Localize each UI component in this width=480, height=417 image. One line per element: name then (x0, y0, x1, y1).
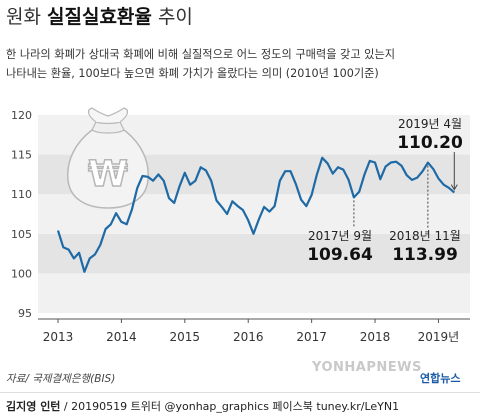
x-tick-label: 2015 (170, 330, 201, 344)
annotation-label: 2019년 4월 (398, 117, 462, 131)
subtitle: 한 나라의 화폐가 상대국 화폐에 비해 실질적으로 어느 정도의 구매력을 갖… (6, 45, 474, 83)
x-tick-label: 2013 (43, 330, 74, 344)
y-tick-label: 100 (11, 267, 32, 280)
annotation-value: 113.99 (392, 245, 458, 265)
source-note: 자료/ 국제결제은행(BIS) (6, 373, 116, 385)
grid-band (38, 233, 470, 274)
series-line (56, 156, 456, 273)
x-tick-label: 2018 (360, 330, 391, 344)
subtitle-line-1: 한 나라의 화폐가 상대국 화폐에 비해 실질적으로 어느 정도의 구매력을 갖… (6, 48, 396, 61)
y-tick-label: 120 (11, 109, 32, 122)
y-tick-label: 95 (18, 307, 32, 320)
title-strong: 실질실효환율 (47, 6, 152, 28)
annotation-value: 109.64 (307, 245, 373, 265)
x-tick-label: 2019년 (418, 330, 460, 344)
footer: 김지영 인턴 / 20190519 트위터 @yonhap_graphics 페… (0, 392, 480, 417)
annotation-label: 2017년 9월 (308, 229, 372, 243)
annotations: 2017년 9월 109.64 2018년 11월 113.99 2019년 4월 110… (307, 117, 463, 265)
annotation-arrow (450, 184, 458, 191)
credit-meta: / 20190519 트위터 @yonhap_graphics 페이스북 tun… (60, 400, 400, 413)
x-axis: 2013 2014 2015 2016 2017 2018 2019년 (38, 318, 470, 344)
y-tick-label: 115 (11, 149, 32, 162)
yonhap-watermark: YONHAPNEWS (312, 360, 422, 375)
title-normal: 원화 (6, 6, 41, 28)
annotation-value: 110.20 (397, 133, 463, 153)
y-tick-label: 110 (11, 188, 32, 201)
yonhap-logo: 연합뉴스 (420, 372, 461, 385)
subtitle-line-2: 나타내는 환율, 100보다 높으면 화폐 가치가 올랐다는 의미 (2010년… (6, 67, 379, 80)
grid-band (38, 273, 470, 313)
money-bag-won-icon: ₩ (67, 107, 149, 209)
x-tick-label: 2016 (233, 330, 264, 344)
author: 김지영 인턴 (6, 400, 61, 413)
y-tick-label: 105 (11, 228, 32, 241)
x-tick-label: 2014 (106, 330, 137, 344)
annotation-label: 2018년 11월 (389, 229, 461, 243)
page-title: 원화 실질실효환율 추이 (6, 2, 193, 29)
x-tick-label: 2017 (296, 330, 327, 344)
title-suffix: 추이 (157, 6, 193, 28)
y-axis: 95 100 105 110 115 120 (11, 109, 32, 320)
credit-line: 김지영 인턴 / 20190519 트위터 @yonhap_graphics 페… (6, 398, 399, 414)
svg-text:₩: ₩ (88, 154, 128, 195)
